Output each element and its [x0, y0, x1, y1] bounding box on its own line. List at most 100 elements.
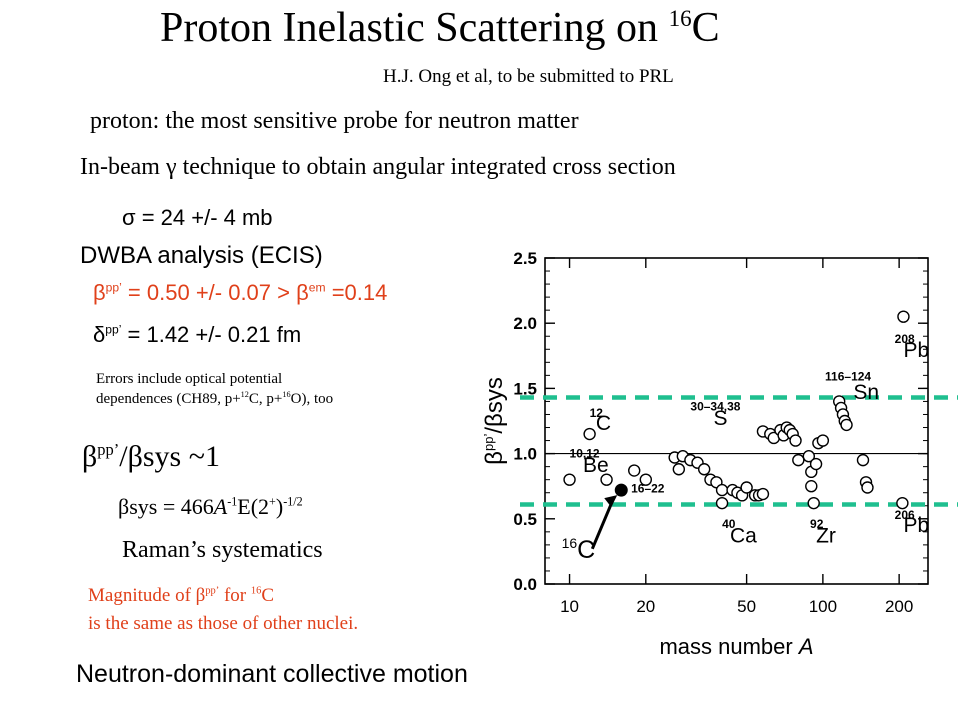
- inbeam-line: In-beam γ technique to obtain angular in…: [80, 154, 676, 180]
- bsys-A: A: [213, 494, 228, 519]
- beta-pp-line: βpp’ = 0.50 +/- 0.07 > βem =0.14: [93, 280, 387, 306]
- data-point: [726, 483, 739, 497]
- x-tick-label: 200: [885, 597, 913, 616]
- nucleus-label: Sn: [853, 381, 879, 404]
- errors-line-1: Errors include optical potential: [96, 371, 283, 387]
- ratio-sup: pp’: [97, 440, 120, 459]
- callout-16c-label: 16C: [562, 535, 596, 564]
- y-axis-label-ylabel_beta: β: [481, 451, 508, 465]
- bsys-b: E(2: [237, 494, 270, 519]
- mag-1e: C: [261, 585, 275, 606]
- beta-em-sup: em: [308, 280, 326, 295]
- mag-1d: 16: [250, 585, 262, 597]
- nucleus-label: Be: [583, 454, 609, 477]
- delta-symbol: δ: [93, 322, 106, 347]
- data-point: [805, 465, 818, 479]
- delta-pp-value: = 1.42 +/- 0.21 fm: [127, 322, 302, 347]
- data-point: [583, 427, 596, 441]
- data-point: [861, 481, 874, 494]
- data-point: [896, 496, 909, 510]
- y-axis-label: βpp’/βsys: [481, 377, 508, 465]
- nucleus-label: Zr: [816, 524, 836, 547]
- data-point: [783, 423, 796, 437]
- nucleus-label: 206: [895, 508, 915, 522]
- data-point: [691, 456, 704, 469]
- nucleus-label: 16–22: [631, 482, 665, 496]
- y-tick-label: 0.5: [513, 510, 537, 529]
- nucleus-label: 12: [590, 406, 604, 420]
- nucleus-label: 30–34,38: [690, 400, 740, 414]
- data-point: [780, 421, 793, 434]
- raman-label: Raman’s systematics: [122, 537, 323, 563]
- ratio-line: βpp’/βsys ~1: [82, 440, 220, 474]
- data-point: [628, 464, 641, 477]
- title-tail: C: [691, 5, 720, 51]
- probe-line: proton: the most sensitive probe for neu…: [90, 108, 579, 134]
- bsys-plus: +: [269, 494, 276, 509]
- data-point: [748, 489, 762, 502]
- data-point: [710, 476, 723, 489]
- errors-line-2: dependences (CH89, p+12C, p+16O), too: [96, 389, 333, 409]
- nucleus-label: 116–124: [825, 370, 871, 384]
- beta-pp-sup: pp’: [105, 280, 122, 295]
- title-text: Proton Inelastic Scattering on: [160, 5, 659, 51]
- data-point: [786, 427, 799, 441]
- x-tick-label: 100: [809, 597, 837, 616]
- errors-2a: dependences (CH89, p+: [96, 391, 241, 407]
- callout-arrow: [590, 498, 615, 550]
- data-point-16c: [614, 483, 628, 497]
- data-point: [792, 453, 805, 467]
- data-point: [812, 436, 825, 450]
- data-point: [816, 434, 830, 447]
- x-tick-label: 10: [560, 597, 579, 616]
- x-axis-label: mass number A: [659, 634, 813, 659]
- neutron-line: Neutron-dominant collective motion: [76, 660, 468, 688]
- data-point: [756, 425, 770, 438]
- y-tick-label: 1.0: [513, 445, 537, 464]
- data-point: [735, 489, 749, 502]
- data-point: [774, 423, 787, 437]
- magnitude-line-2: is the same as those of other nuclei.: [88, 613, 359, 634]
- title-sup: 16: [668, 5, 692, 31]
- nucleus-label: C: [596, 412, 611, 435]
- beta-pp-value: = 0.50 +/- 0.07 > β: [127, 280, 309, 305]
- delta-pp-sup: pp’: [105, 322, 122, 337]
- errors-2c: C, p+: [248, 391, 283, 407]
- data-point: [676, 450, 690, 463]
- data-point: [802, 450, 816, 463]
- nucleus-label: 92: [810, 517, 824, 531]
- errors-2d: 16: [282, 390, 291, 399]
- callout-arrow-head: [604, 495, 618, 508]
- data-point: [834, 401, 848, 415]
- data-point: [740, 481, 753, 494]
- data-point: [697, 463, 711, 476]
- cross-section: σ = 24 +/- 4 mb: [122, 205, 273, 230]
- bsys-half: -1/2: [283, 494, 303, 509]
- data-point: [840, 418, 853, 432]
- beta-sys-formula: βsys = 466A-1E(2+)-1/2: [118, 494, 303, 520]
- ratio-beta: β: [82, 440, 98, 473]
- data-point: [715, 483, 729, 497]
- errors-2e: O), too: [290, 391, 334, 407]
- data-point: [856, 453, 870, 467]
- mag-1c: for: [219, 585, 251, 606]
- callout-main: C: [577, 536, 595, 564]
- magnitude-line-1: Magnitude of βpp’ for 16C: [88, 582, 358, 610]
- nucleus-label: 40: [722, 517, 736, 531]
- errors-note: Errors include optical potential depende…: [96, 369, 333, 409]
- mag-1a: Magnitude of β: [88, 585, 206, 606]
- data-point: [715, 496, 729, 510]
- data-point: [704, 473, 717, 486]
- citation: H.J. Ong et al, to be submitted to PRL: [383, 66, 674, 87]
- y-axis-label-ylabel_tail: /βsys: [481, 377, 508, 433]
- nucleus-label: 208: [895, 332, 915, 346]
- bsys-m1: -1: [227, 494, 238, 509]
- data-point: [684, 453, 697, 467]
- data-point: [789, 434, 802, 447]
- data-point: [838, 414, 851, 428]
- data-point: [639, 473, 653, 486]
- data-point: [807, 496, 820, 510]
- beta-symbol: β: [93, 280, 106, 305]
- plot-frame: [544, 257, 929, 585]
- magnitude-note: Magnitude of βpp’ for 16C is the same as…: [88, 582, 358, 638]
